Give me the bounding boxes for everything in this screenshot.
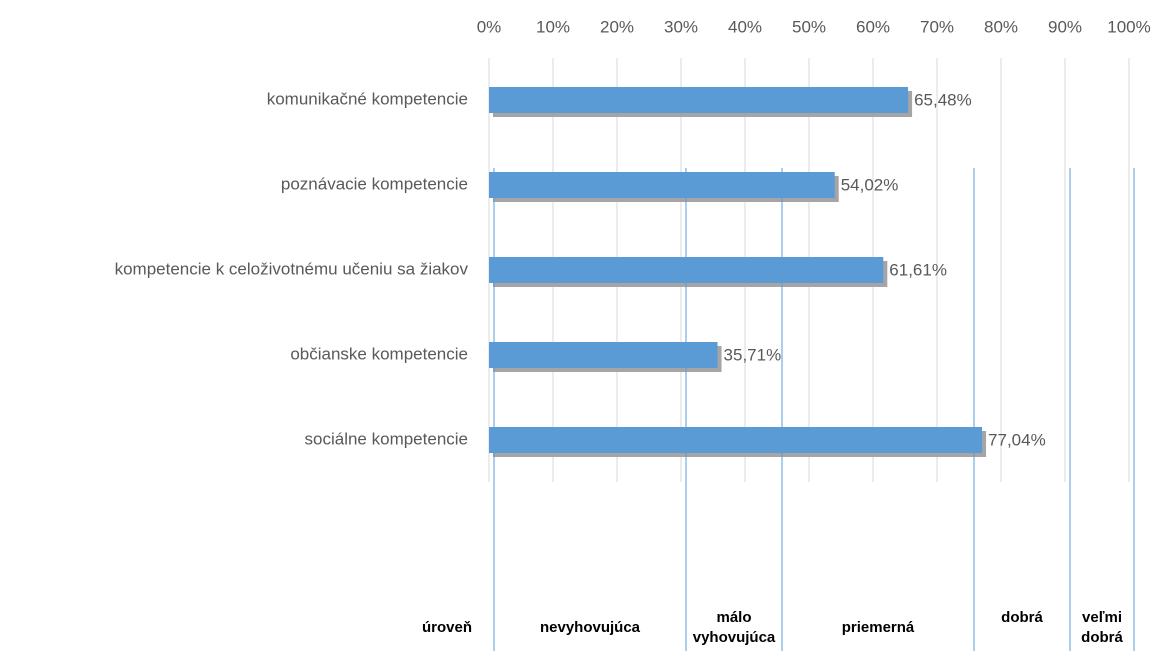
y-tick-label: komunikačné kompetencie	[267, 89, 468, 108]
x-tick-label: 70%	[920, 17, 954, 36]
level-name: dobrá	[1001, 609, 1043, 626]
level-name: veľmi dobrá	[1081, 609, 1123, 646]
data-label: 65,48%	[914, 90, 972, 109]
y-tick-label: poznávacie kompetencie	[281, 174, 468, 193]
data-label: 54,02%	[841, 175, 899, 194]
level-name: nevyhovujúca	[539, 619, 641, 636]
x-tick-label: 80%	[984, 17, 1018, 36]
y-tick-label: sociálne kompetencie	[305, 429, 468, 448]
data-label: 61,61%	[889, 260, 947, 279]
bar	[489, 427, 983, 453]
x-tick-label: 20%	[600, 17, 634, 36]
data-label: 35,71%	[724, 345, 782, 364]
y-tick-label: občianske kompetencie	[290, 344, 468, 363]
bar	[489, 87, 909, 113]
y-tick-label: kompetencie k celoživotnému učeniu sa ži…	[115, 259, 469, 278]
x-tick-label: 60%	[856, 17, 890, 36]
bar	[489, 342, 718, 368]
bar	[489, 172, 835, 198]
x-tick-label: 50%	[792, 17, 826, 36]
level-name: málo vyhovujúca	[692, 609, 776, 646]
x-tick-label: 100%	[1107, 17, 1150, 36]
x-tick-label: 40%	[728, 17, 762, 36]
x-tick-label: 10%	[536, 17, 570, 36]
x-tick-label: 30%	[664, 17, 698, 36]
level-name: priemerná	[841, 619, 915, 636]
x-tick-label: 90%	[1048, 17, 1082, 36]
level-title: úroveň	[421, 619, 472, 636]
x-tick-label: 0%	[477, 17, 502, 36]
data-label: 77,04%	[988, 430, 1046, 449]
